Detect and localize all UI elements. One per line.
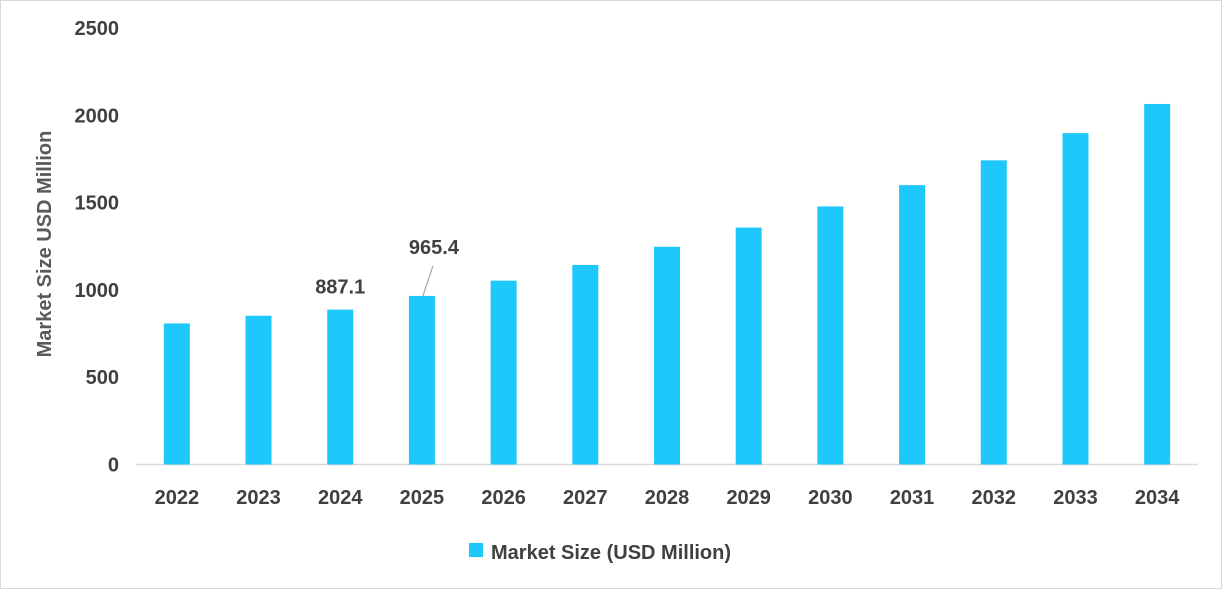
bar-2022 bbox=[163, 323, 190, 465]
bar-2034 bbox=[1144, 103, 1171, 465]
legend: Market Size (USD Million) bbox=[469, 542, 731, 564]
y-tick-label: 1500 bbox=[75, 193, 120, 215]
bars bbox=[163, 103, 1171, 465]
legend-label: Market Size (USD Million) bbox=[491, 542, 731, 564]
y-tick-label: 2500 bbox=[75, 18, 120, 40]
x-tick-label: 2028 bbox=[645, 487, 690, 509]
y-axis-ticks: 0 500 1000 1500 2000 2500 bbox=[75, 18, 120, 477]
y-tick-label: 1000 bbox=[75, 280, 120, 302]
bar-2030 bbox=[817, 206, 844, 465]
bar-2032 bbox=[980, 160, 1007, 465]
y-tick-label: 500 bbox=[86, 367, 119, 389]
data-label-2025: 965.4 bbox=[409, 237, 460, 259]
x-tick-label: 2025 bbox=[400, 487, 445, 509]
x-tick-label: 2023 bbox=[236, 487, 281, 509]
x-tick-label: 2034 bbox=[1135, 487, 1180, 509]
x-axis-ticks: 2022 2023 2024 2025 2026 2027 2028 2029 2030 2031… bbox=[155, 487, 1181, 509]
bar-2024 bbox=[327, 309, 354, 465]
y-axis-title: Market Size USD Million bbox=[34, 131, 56, 358]
x-tick-label: 2030 bbox=[808, 487, 853, 509]
data-label-2024: 887.1 bbox=[315, 277, 365, 299]
data-labels: 887.1 965.4 bbox=[315, 237, 460, 299]
x-tick-label: 2031 bbox=[890, 487, 935, 509]
bar-2027 bbox=[572, 264, 599, 465]
bar-2031 bbox=[899, 185, 926, 465]
x-tick-label: 2027 bbox=[563, 487, 608, 509]
x-tick-label: 2022 bbox=[155, 487, 200, 509]
bar-2029 bbox=[735, 227, 762, 465]
legend-swatch bbox=[469, 543, 483, 557]
data-label-leader bbox=[422, 265, 434, 297]
bar-2025 bbox=[408, 295, 435, 465]
bar-2026 bbox=[490, 280, 517, 465]
x-tick-label: 2029 bbox=[726, 487, 771, 509]
x-tick-label: 2033 bbox=[1053, 487, 1098, 509]
x-tick-label: 2026 bbox=[481, 487, 526, 509]
x-tick-label: 2032 bbox=[972, 487, 1017, 509]
y-tick-label: 0 bbox=[108, 455, 119, 477]
bar-2033 bbox=[1062, 133, 1089, 465]
bar-2023 bbox=[245, 315, 272, 465]
bar-2028 bbox=[654, 246, 680, 465]
x-tick-label: 2024 bbox=[318, 487, 363, 509]
y-tick-label: 2000 bbox=[75, 105, 120, 127]
